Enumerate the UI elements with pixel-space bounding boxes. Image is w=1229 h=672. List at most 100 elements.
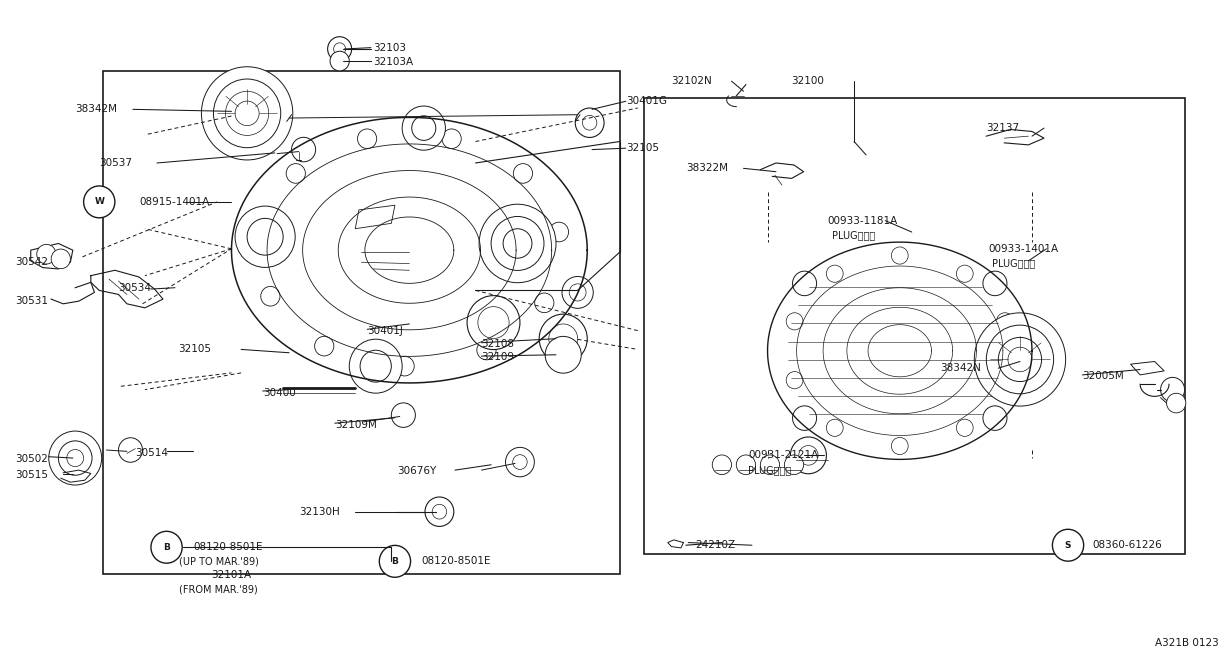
Circle shape xyxy=(151,532,182,563)
Circle shape xyxy=(391,403,415,427)
Text: A321B 0123: A321B 0123 xyxy=(1154,638,1218,648)
Circle shape xyxy=(214,79,280,148)
Circle shape xyxy=(562,276,594,308)
Text: (UP TO MAR.'89): (UP TO MAR.'89) xyxy=(178,556,258,566)
Text: 00933-1181A: 00933-1181A xyxy=(827,216,898,226)
Circle shape xyxy=(503,228,532,258)
Text: 32105: 32105 xyxy=(178,345,211,354)
Circle shape xyxy=(291,137,316,162)
Bar xyxy=(644,98,1185,554)
Circle shape xyxy=(790,437,826,474)
Circle shape xyxy=(395,356,414,376)
Circle shape xyxy=(787,312,803,330)
Text: 08120-8501E: 08120-8501E xyxy=(193,542,263,552)
Circle shape xyxy=(52,249,70,269)
Circle shape xyxy=(983,406,1007,430)
Circle shape xyxy=(540,314,587,363)
Circle shape xyxy=(225,91,269,136)
Circle shape xyxy=(891,437,908,454)
Circle shape xyxy=(826,419,843,436)
Text: PLUGプラグ: PLUGプラグ xyxy=(832,230,876,241)
Circle shape xyxy=(956,265,973,282)
Circle shape xyxy=(235,101,259,126)
Circle shape xyxy=(736,455,756,474)
Text: 38342N: 38342N xyxy=(940,363,982,373)
Text: 32103A: 32103A xyxy=(374,57,413,67)
Circle shape xyxy=(492,216,544,270)
Circle shape xyxy=(380,546,410,577)
Circle shape xyxy=(479,204,556,283)
Text: 32109: 32109 xyxy=(482,352,515,362)
Circle shape xyxy=(442,129,461,149)
Circle shape xyxy=(512,455,527,470)
Circle shape xyxy=(983,271,1007,296)
Circle shape xyxy=(118,437,143,462)
Text: 32130H: 32130H xyxy=(299,507,339,517)
Circle shape xyxy=(331,51,349,71)
Text: 32105: 32105 xyxy=(626,143,659,153)
Circle shape xyxy=(998,337,1042,382)
Circle shape xyxy=(1166,393,1186,413)
Circle shape xyxy=(793,406,816,430)
Circle shape xyxy=(477,340,497,360)
Text: 32102N: 32102N xyxy=(671,76,712,86)
Circle shape xyxy=(569,284,586,301)
Circle shape xyxy=(402,106,445,150)
Text: 30534: 30534 xyxy=(118,283,151,293)
Text: 00933-1401A: 00933-1401A xyxy=(988,244,1059,254)
Circle shape xyxy=(315,336,334,356)
Text: 38322M: 38322M xyxy=(686,163,728,173)
Text: PLUGプラグ: PLUGプラグ xyxy=(992,259,1036,269)
Circle shape xyxy=(1008,347,1032,372)
Circle shape xyxy=(997,312,1014,330)
Text: 00931-2121A: 00931-2121A xyxy=(748,450,819,460)
Circle shape xyxy=(202,67,293,160)
Circle shape xyxy=(433,505,446,519)
Circle shape xyxy=(505,448,535,477)
Text: 32100: 32100 xyxy=(791,76,825,86)
Circle shape xyxy=(575,108,605,138)
Circle shape xyxy=(793,271,816,296)
Text: 08120-8501E: 08120-8501E xyxy=(422,556,490,566)
Circle shape xyxy=(1160,378,1185,402)
Circle shape xyxy=(349,339,402,393)
Text: PLUGプラグ: PLUGプラグ xyxy=(748,465,791,475)
Circle shape xyxy=(66,450,84,466)
Text: 30502: 30502 xyxy=(15,454,48,464)
Text: 32101A: 32101A xyxy=(211,571,251,581)
Circle shape xyxy=(478,306,509,339)
Text: 38342M: 38342M xyxy=(75,104,117,114)
Text: 32005M: 32005M xyxy=(1083,371,1125,381)
Bar xyxy=(103,71,619,574)
Circle shape xyxy=(549,324,578,353)
Circle shape xyxy=(583,116,597,130)
Text: (FROM MAR.'89): (FROM MAR.'89) xyxy=(178,585,257,595)
Circle shape xyxy=(784,455,804,474)
Text: S: S xyxy=(1064,541,1072,550)
Circle shape xyxy=(261,286,280,306)
Circle shape xyxy=(535,293,554,312)
Text: 30676Y: 30676Y xyxy=(397,466,436,476)
Circle shape xyxy=(49,431,102,485)
Circle shape xyxy=(360,350,391,382)
Circle shape xyxy=(286,163,305,183)
Text: 32109M: 32109M xyxy=(334,420,377,430)
Circle shape xyxy=(713,455,731,474)
Text: B: B xyxy=(392,557,398,566)
Circle shape xyxy=(546,337,581,373)
Circle shape xyxy=(247,218,283,255)
Text: B: B xyxy=(163,543,170,552)
Circle shape xyxy=(328,37,351,61)
Text: 08915-1401A: 08915-1401A xyxy=(139,197,209,207)
Circle shape xyxy=(333,43,345,55)
Circle shape xyxy=(799,446,819,465)
Circle shape xyxy=(975,313,1066,406)
Text: 30542: 30542 xyxy=(15,257,48,267)
Circle shape xyxy=(987,325,1053,394)
Circle shape xyxy=(358,129,377,149)
Circle shape xyxy=(425,497,454,526)
Text: 32108: 32108 xyxy=(482,339,515,349)
Circle shape xyxy=(412,116,436,140)
Text: 24210Z: 24210Z xyxy=(696,540,735,550)
Circle shape xyxy=(235,206,295,267)
